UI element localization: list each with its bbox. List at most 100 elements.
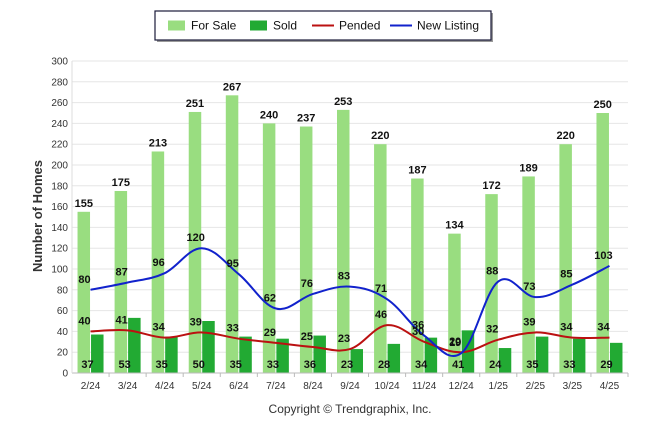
for-sale-value-label: 250 (594, 99, 612, 111)
pended-value-label: 20 (449, 336, 461, 348)
new-listing-value-label: 96 (153, 257, 165, 269)
for-sale-value-label: 172 (482, 180, 500, 192)
new-listing-value-label: 95 (227, 258, 239, 270)
sold-value-label: 34 (415, 359, 428, 371)
for-sale-value-label: 220 (371, 130, 389, 142)
pended-value-label: 39 (523, 316, 535, 328)
for-sale-value-label: 187 (408, 165, 426, 177)
for-sale-value-label: 220 (556, 130, 574, 142)
pended-value-label: 40 (78, 315, 90, 327)
y-tick-label: 140 (51, 223, 68, 234)
sold-bar (239, 336, 252, 373)
for-sale-value-label: 213 (149, 137, 167, 149)
for-sale-bar (596, 113, 609, 373)
pended-line (90, 324, 610, 354)
for-sale-bar (225, 95, 239, 373)
for-sale-bar (374, 144, 387, 373)
y-tick-label: 240 (51, 119, 68, 130)
x-tick-label: 6/24 (229, 381, 249, 392)
sold-value-label: 53 (118, 359, 130, 371)
y-tick-label: 280 (51, 77, 68, 88)
pended-value-label: 23 (338, 333, 350, 345)
y-tick-label: 220 (51, 140, 68, 151)
new-listing-value-label: 73 (523, 281, 535, 293)
x-tick-label: 12/24 (449, 381, 474, 392)
x-tick-label: 7/24 (266, 381, 286, 392)
sold-bar (165, 336, 178, 373)
pended-value-label: 32 (486, 324, 498, 336)
y-tick-label: 100 (51, 265, 68, 276)
for-sale-value-label: 175 (112, 177, 130, 189)
sold-value-label: 50 (193, 359, 205, 371)
y-tick-label: 80 (57, 285, 69, 296)
sold-value-label: 29 (600, 359, 612, 371)
legend-swatch-sold (250, 20, 267, 31)
x-tick-label: 1/25 (489, 381, 509, 392)
new-listing-value-label: 71 (375, 283, 387, 295)
y-tick-label: 60 (57, 306, 69, 317)
pended-value-label: 34 (560, 322, 573, 334)
y-tick-label: 200 (51, 161, 68, 172)
sold-value-label: 35 (230, 359, 242, 371)
sold-value-label: 35 (156, 359, 168, 371)
for-sale-bar (448, 233, 461, 373)
sold-value-label: 24 (489, 359, 502, 371)
pended-value-label: 39 (190, 316, 202, 328)
for-sale-bar (411, 178, 424, 373)
y-tick-label: 180 (51, 181, 68, 192)
for-sale-value-label: 253 (334, 96, 352, 108)
new-listing-value-label: 103 (594, 250, 612, 262)
x-tick-label: 4/25 (600, 381, 620, 392)
for-sale-bar (559, 144, 572, 373)
pended-value-label: 34 (153, 322, 166, 334)
legend-swatch-for-sale (168, 20, 185, 31)
x-tick-label: 3/24 (118, 381, 138, 392)
pended-value-label: 41 (115, 314, 127, 326)
sold-bar (387, 343, 401, 373)
y-tick-label: 120 (51, 244, 68, 255)
new-listing-value-label: 120 (187, 232, 205, 244)
sold-value-label: 37 (81, 359, 93, 371)
y-tick-label: 300 (51, 57, 68, 68)
legend-label: Sold (273, 19, 297, 33)
sold-bar (609, 342, 623, 373)
pended-value-label: 29 (264, 327, 276, 339)
x-tick-label: 8/24 (303, 381, 323, 392)
for-sale-value-label: 155 (75, 198, 93, 210)
for-sale-bar (337, 109, 350, 373)
y-tick-label: 20 (57, 348, 69, 359)
legend-label: Pended (339, 19, 380, 33)
new-listing-value-label: 19 (449, 337, 461, 349)
new-listing-value-label: 76 (301, 278, 313, 290)
sold-value-label: 33 (563, 359, 575, 371)
y-tick-label: 160 (51, 202, 68, 213)
pended-value-label: 33 (227, 323, 239, 335)
copyright-text: Copyright © Trendgraphix, Inc. (269, 402, 432, 416)
sold-value-label: 23 (341, 359, 353, 371)
sold-bar (535, 336, 549, 373)
sold-value-label: 41 (452, 359, 464, 371)
y-tick-label: 260 (51, 98, 68, 109)
sold-bar (313, 335, 326, 373)
sold-value-label: 35 (526, 359, 538, 371)
for-sale-bar (299, 126, 313, 374)
for-sale-value-label: 251 (186, 98, 204, 110)
sold-bar (498, 348, 512, 373)
x-tick-label: 9/24 (340, 381, 360, 392)
y-tick-label: 0 (62, 369, 68, 380)
for-sale-bar (151, 151, 165, 373)
for-sale-value-label: 189 (519, 162, 537, 174)
sold-value-label: 28 (378, 359, 390, 371)
new-listing-value-label: 87 (115, 267, 127, 279)
new-listing-value-label: 83 (338, 271, 350, 283)
pended-value-label: 34 (597, 322, 610, 334)
for-sale-bar (188, 111, 202, 374)
sold-bar (350, 349, 363, 373)
sold-value-label: 36 (304, 359, 316, 371)
x-tick-label: 10/24 (375, 381, 400, 392)
new-listing-value-label: 80 (78, 274, 90, 286)
sold-bar (91, 334, 104, 373)
sold-bar (572, 338, 586, 373)
